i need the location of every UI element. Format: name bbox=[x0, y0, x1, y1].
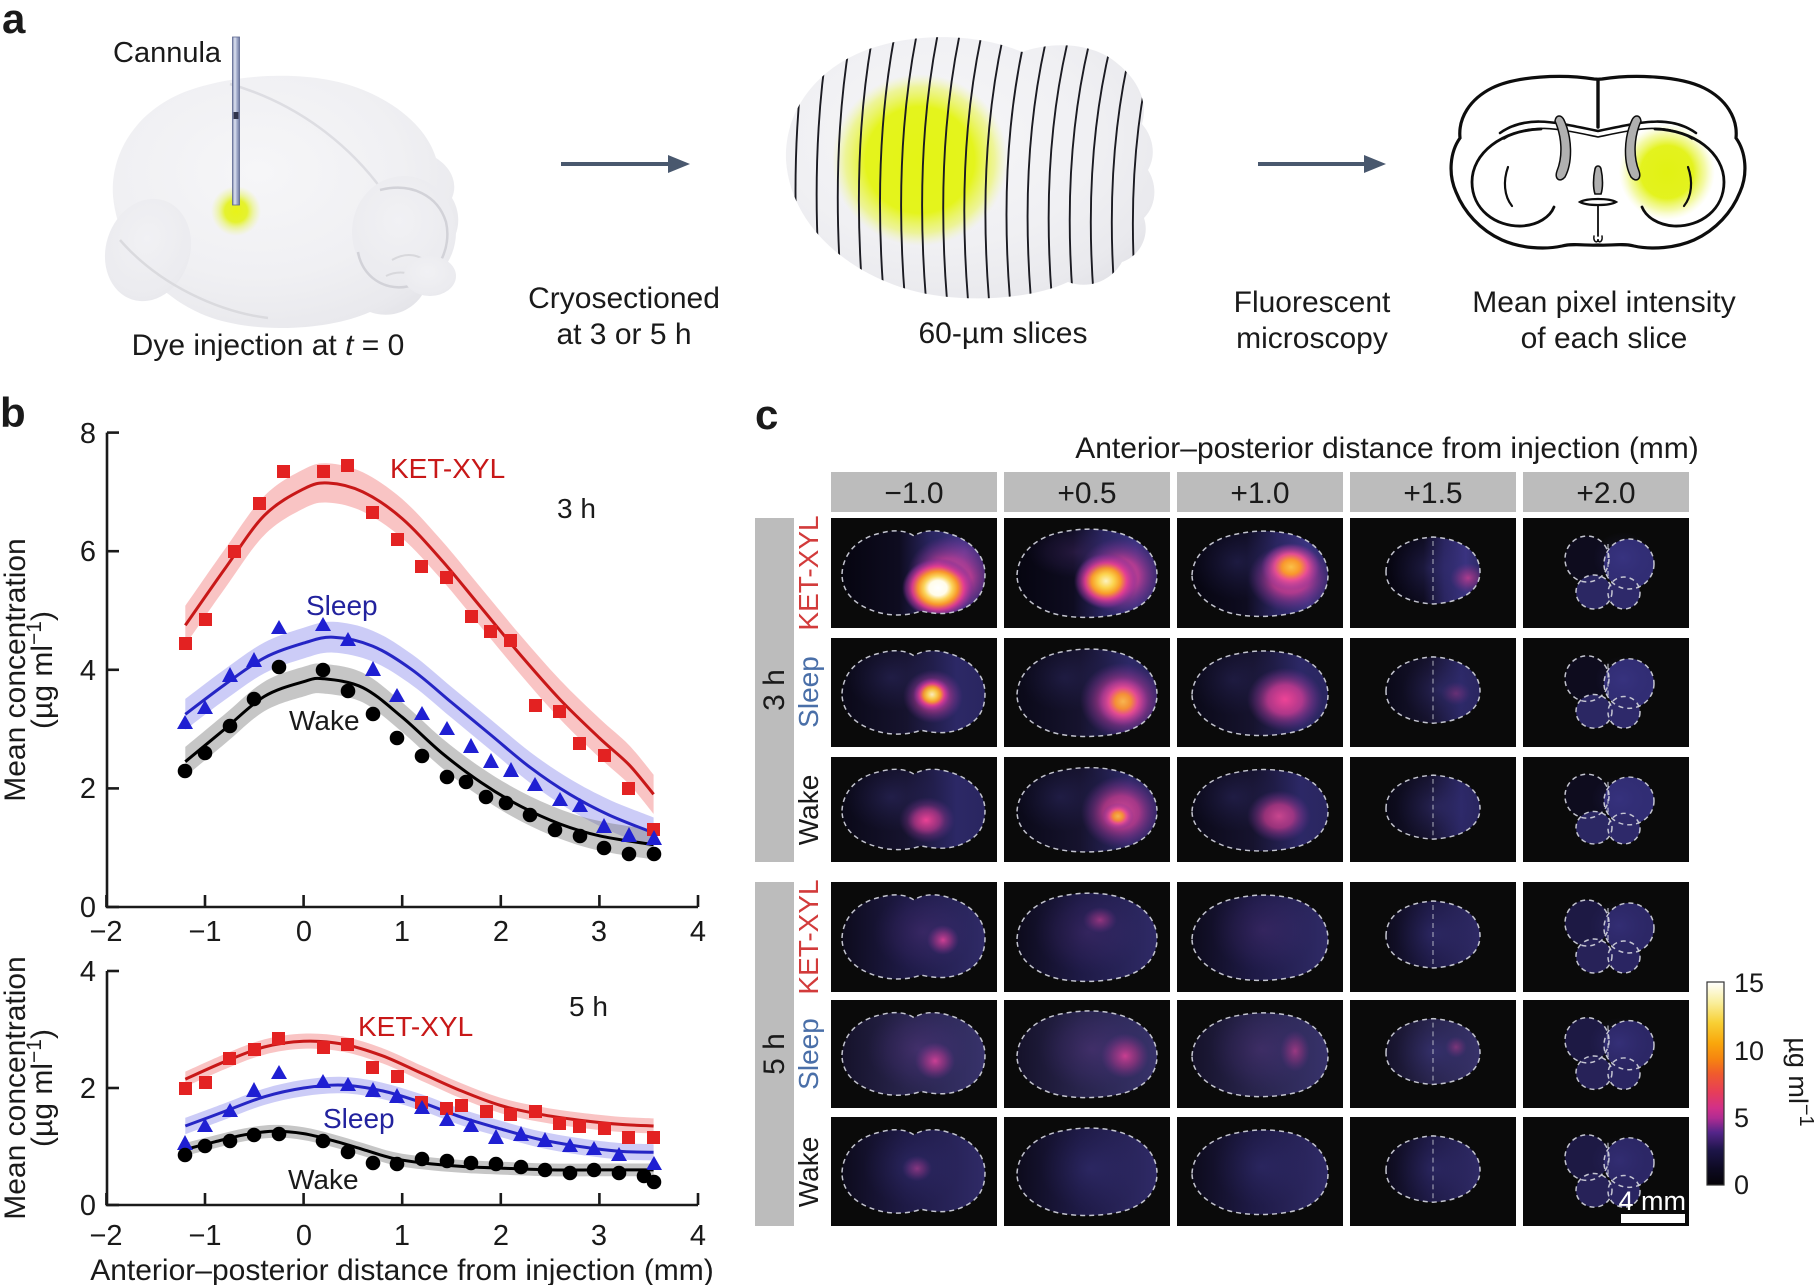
svg-text:Wake: Wake bbox=[793, 1137, 824, 1208]
svg-text:10: 10 bbox=[1734, 1036, 1764, 1066]
svg-text:5 h: 5 h bbox=[758, 1033, 791, 1075]
svg-text:−1.0: −1.0 bbox=[884, 477, 943, 510]
svg-text:Sleep: Sleep bbox=[306, 590, 378, 621]
svg-text:−1: −1 bbox=[188, 916, 221, 948]
svg-text:15: 15 bbox=[1734, 968, 1764, 998]
svg-text:1: 1 bbox=[394, 1220, 410, 1252]
svg-text:2: 2 bbox=[493, 1220, 509, 1252]
svg-text:(µg ml−1): (µg ml−1) bbox=[23, 611, 60, 729]
svg-text:5: 5 bbox=[1734, 1103, 1749, 1133]
svg-text:Mean concentration: Mean concentration bbox=[0, 538, 32, 802]
svg-text:+0.5: +0.5 bbox=[1057, 477, 1116, 510]
svg-text:KET-XYL: KET-XYL bbox=[390, 453, 505, 484]
svg-text:KET-XYL: KET-XYL bbox=[793, 879, 824, 994]
svg-text:4: 4 bbox=[80, 655, 96, 687]
svg-text:(µg ml−1): (µg ml−1) bbox=[23, 1029, 60, 1147]
svg-text:8: 8 bbox=[80, 418, 96, 450]
svg-text:1: 1 bbox=[394, 916, 410, 948]
svg-text:Dye injection at t = 0: Dye injection at t = 0 bbox=[132, 329, 405, 362]
svg-text:0: 0 bbox=[296, 916, 312, 948]
svg-text:Fluorescent: Fluorescent bbox=[1234, 286, 1391, 319]
svg-text:+1.0: +1.0 bbox=[1230, 477, 1289, 510]
svg-text:−1: −1 bbox=[188, 1220, 221, 1252]
svg-text:KET-XYL: KET-XYL bbox=[793, 515, 824, 630]
svg-text:c: c bbox=[755, 391, 778, 438]
svg-text:of each slice: of each slice bbox=[1521, 322, 1688, 355]
svg-text:2: 2 bbox=[80, 773, 96, 805]
svg-text:KET-XYL: KET-XYL bbox=[358, 1011, 473, 1042]
svg-text:2: 2 bbox=[80, 1073, 96, 1105]
svg-text:Wake: Wake bbox=[793, 775, 824, 846]
svg-text:Anterior–posterior distance fr: Anterior–posterior distance from injecti… bbox=[90, 1254, 714, 1285]
svg-text:Anterior–posterior distance fr: Anterior–posterior distance from injecti… bbox=[1075, 432, 1699, 465]
svg-text:4: 4 bbox=[80, 956, 96, 988]
svg-text:3 h: 3 h bbox=[758, 669, 791, 711]
svg-text:5 h: 5 h bbox=[569, 991, 608, 1022]
svg-text:at 3 or 5 h: at 3 or 5 h bbox=[556, 318, 691, 351]
svg-text:+1.5: +1.5 bbox=[1403, 477, 1462, 510]
svg-text:Sleep: Sleep bbox=[323, 1103, 395, 1134]
svg-text:0: 0 bbox=[1734, 1170, 1749, 1200]
svg-text:3 h: 3 h bbox=[557, 493, 596, 524]
svg-text:−2: −2 bbox=[89, 1220, 122, 1252]
svg-text:3: 3 bbox=[591, 1220, 607, 1252]
svg-text:60-µm slices: 60-µm slices bbox=[919, 317, 1088, 350]
svg-text:4 mm: 4 mm bbox=[1619, 1186, 1687, 1216]
svg-text:Mean pixel intensity: Mean pixel intensity bbox=[1472, 286, 1735, 319]
svg-text:4: 4 bbox=[690, 1220, 706, 1252]
svg-text:Mean concentration: Mean concentration bbox=[0, 956, 32, 1220]
svg-text:Cannula: Cannula bbox=[113, 37, 222, 69]
svg-text:µg ml−1: µg ml−1 bbox=[1783, 1037, 1815, 1126]
svg-text:2: 2 bbox=[493, 916, 509, 948]
svg-text:0: 0 bbox=[80, 1190, 96, 1222]
svg-text:+2.0: +2.0 bbox=[1576, 477, 1635, 510]
svg-text:microscopy: microscopy bbox=[1236, 322, 1388, 355]
svg-text:b: b bbox=[0, 389, 26, 436]
svg-text:0: 0 bbox=[80, 892, 96, 924]
svg-text:Wake: Wake bbox=[288, 1164, 359, 1195]
svg-text:0: 0 bbox=[296, 1220, 312, 1252]
svg-text:−2: −2 bbox=[89, 916, 122, 948]
svg-text:4: 4 bbox=[690, 916, 706, 948]
svg-text:Wake: Wake bbox=[289, 705, 360, 736]
svg-text:Sleep: Sleep bbox=[793, 1018, 824, 1090]
svg-text:3: 3 bbox=[591, 916, 607, 948]
svg-text:6: 6 bbox=[80, 536, 96, 568]
svg-text:Cryosectioned: Cryosectioned bbox=[528, 282, 720, 315]
svg-text:Sleep: Sleep bbox=[793, 656, 824, 728]
svg-text:a: a bbox=[2, 0, 26, 42]
